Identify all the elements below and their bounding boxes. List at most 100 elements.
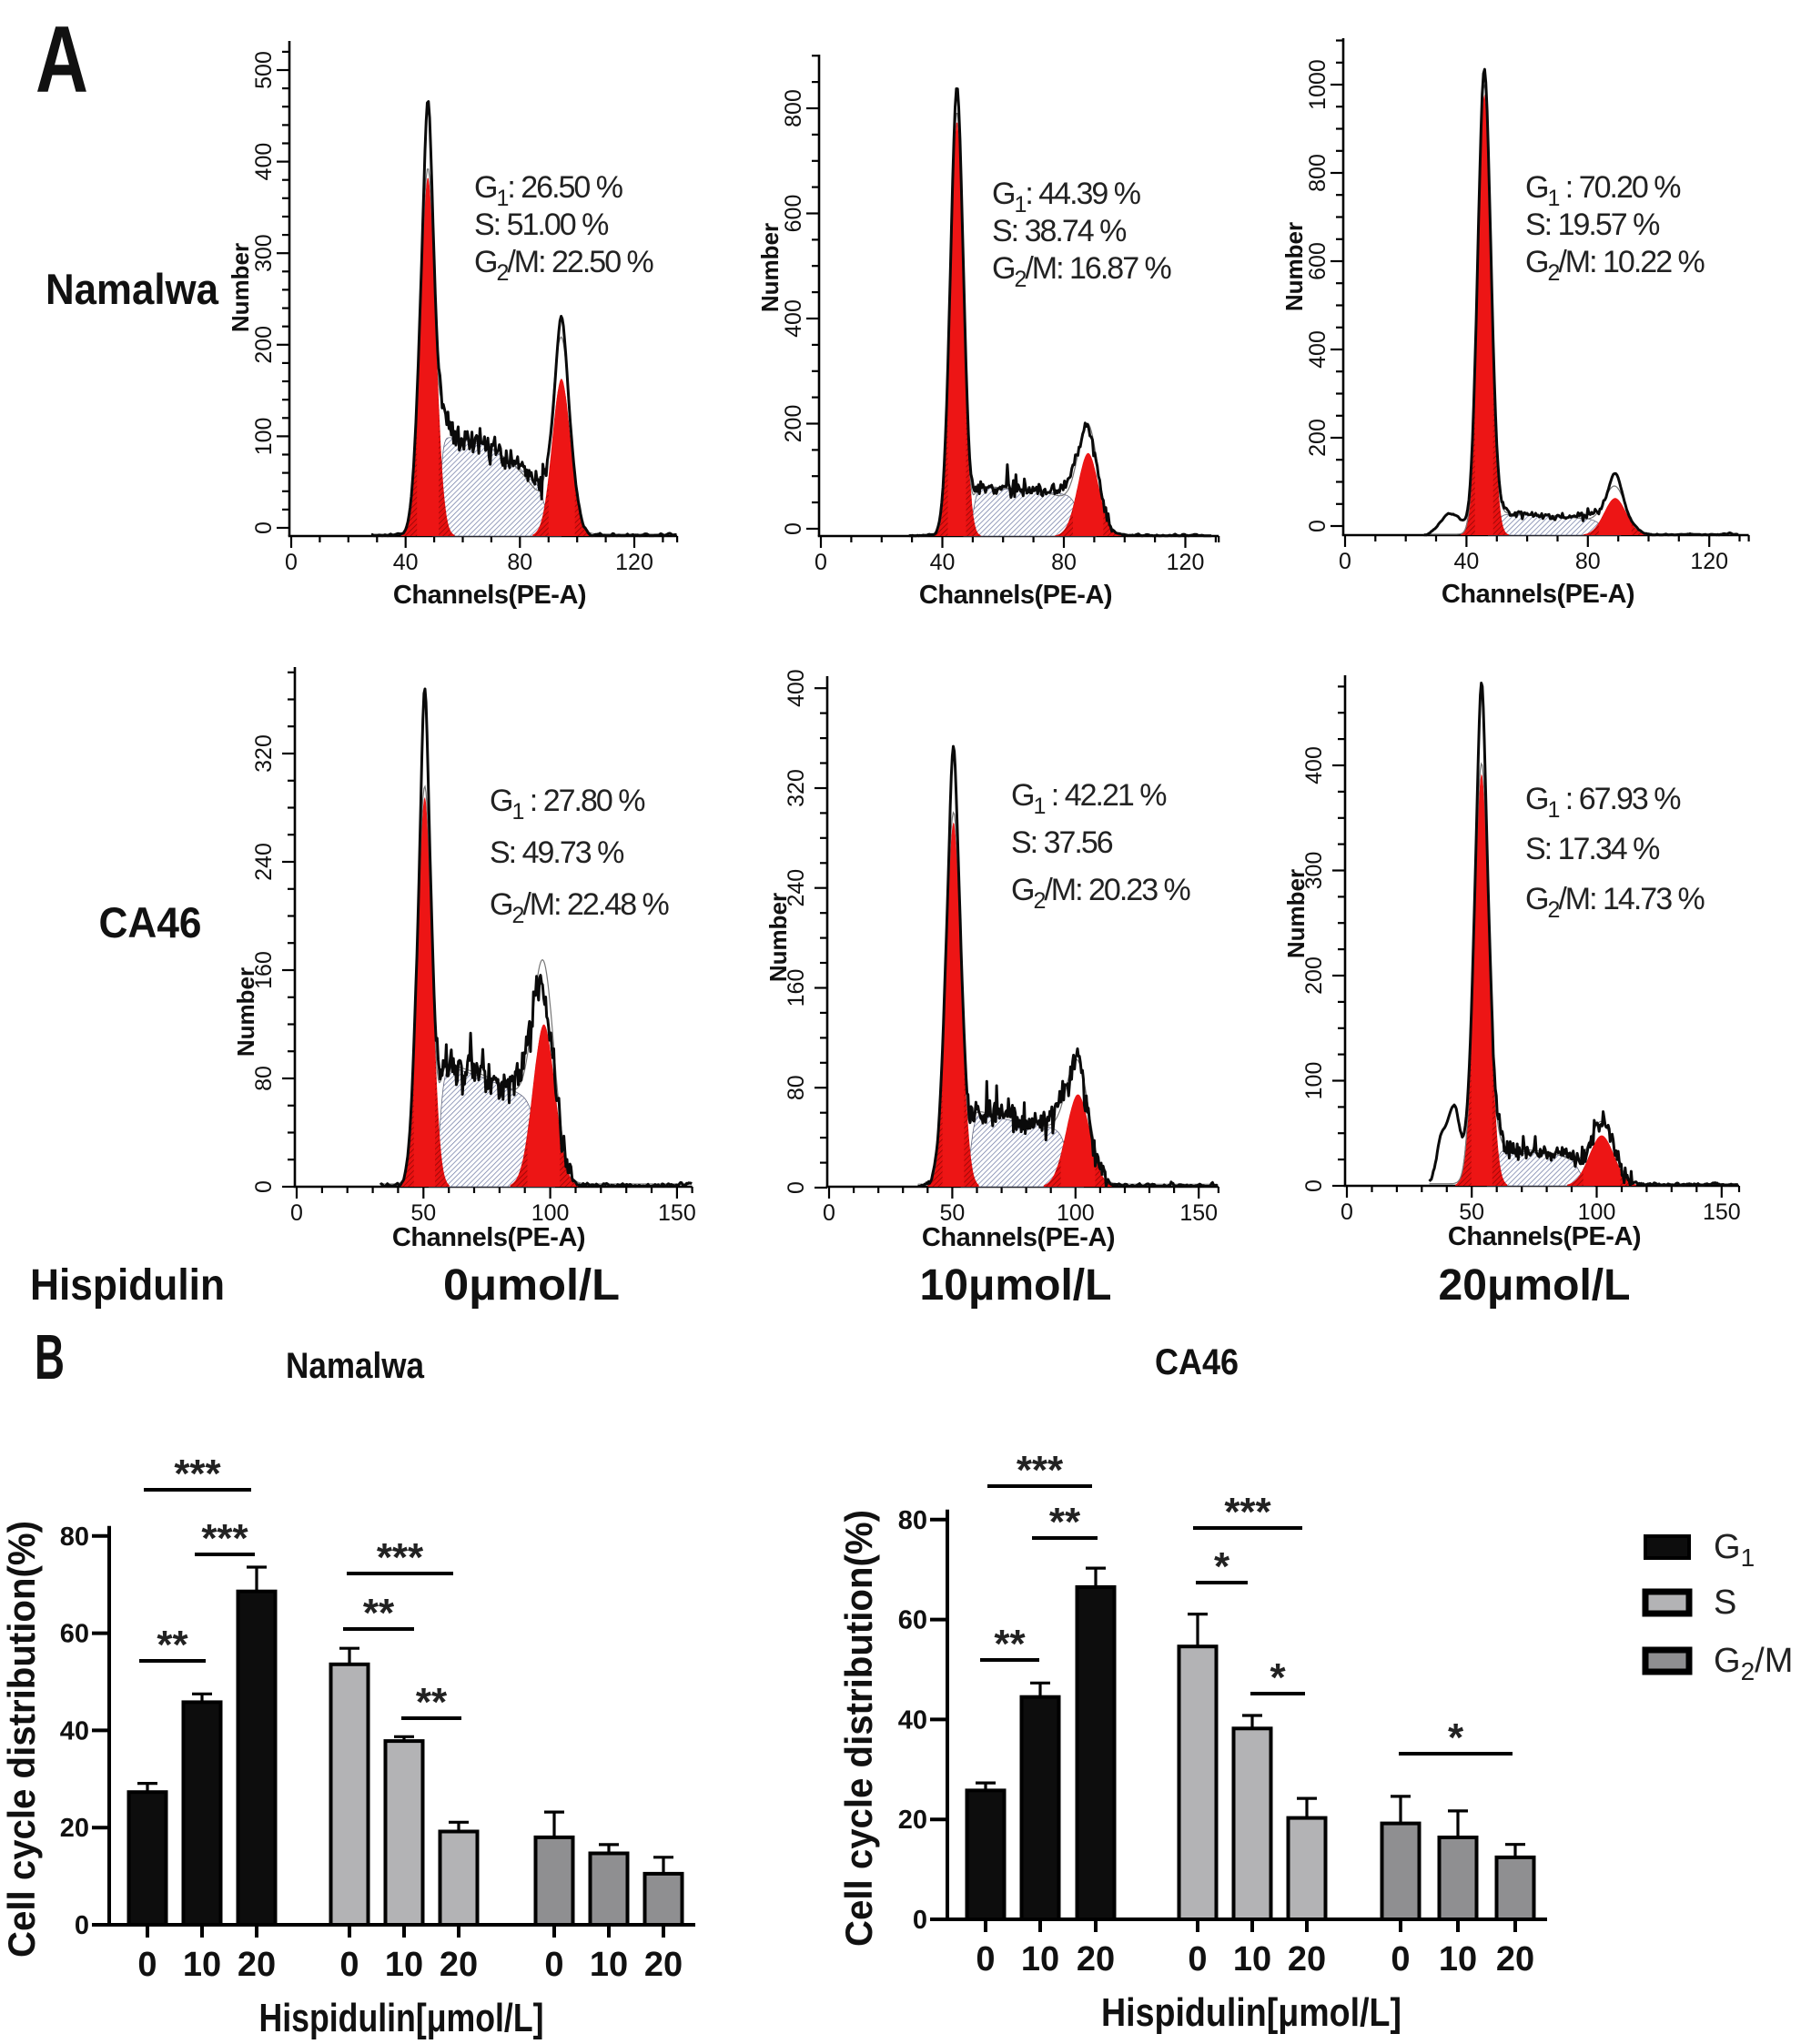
svg-text:800: 800: [1305, 154, 1331, 192]
svg-text:0: 0: [814, 550, 827, 575]
svg-text:200: 200: [781, 405, 806, 443]
svg-text:400: 400: [784, 669, 809, 707]
svg-text:S: 49.73 %: S: 49.73 %: [490, 835, 624, 870]
svg-text:Number: Number: [232, 967, 259, 1057]
svg-text:20: 20: [1077, 1940, 1115, 1978]
svg-text:400: 400: [1305, 330, 1331, 369]
svg-text:G2/M: 22.48 %: G2/M: 22.48 %: [490, 887, 670, 928]
svg-text:50: 50: [1459, 1199, 1484, 1225]
svg-text:200: 200: [251, 326, 277, 364]
svg-text:0μmol/L: 0μmol/L: [443, 1261, 620, 1310]
svg-text:0: 0: [290, 1200, 303, 1226]
svg-text:Hispidulin: Hispidulin: [30, 1261, 225, 1310]
svg-text:Cell cycle distribution(%): Cell cycle distribution(%): [0, 1521, 43, 1958]
svg-text:**: **: [416, 1680, 448, 1725]
svg-text:**: **: [994, 1622, 1026, 1666]
svg-text:Channels(PE-A): Channels(PE-A): [1448, 1222, 1641, 1251]
svg-text:*: *: [1448, 1715, 1464, 1760]
svg-text:10: 10: [385, 1946, 423, 1984]
svg-text:240: 240: [784, 869, 809, 907]
svg-text:Channels(PE-A): Channels(PE-A): [392, 1223, 585, 1252]
svg-text:G2/M: 20.23 %: G2/M: 20.23 %: [1011, 873, 1191, 914]
svg-text:*: *: [1214, 1544, 1230, 1589]
svg-text:120: 120: [1690, 549, 1728, 574]
svg-text:100: 100: [1578, 1199, 1616, 1225]
svg-text:Channels(PE-A): Channels(PE-A): [922, 1223, 1115, 1252]
svg-text:800: 800: [781, 89, 806, 127]
svg-text:***: ***: [377, 1535, 424, 1580]
svg-text:400: 400: [1301, 746, 1327, 784]
svg-text:20: 20: [1288, 1940, 1326, 1978]
svg-text:A: A: [35, 7, 88, 113]
svg-text:0: 0: [75, 1911, 89, 1940]
svg-text:10: 10: [1021, 1940, 1059, 1978]
svg-text:20: 20: [238, 1946, 276, 1984]
svg-text:50: 50: [939, 1200, 965, 1226]
svg-text:Channels(PE-A): Channels(PE-A): [919, 581, 1112, 610]
svg-text:100: 100: [531, 1200, 570, 1226]
svg-text:10: 10: [1233, 1940, 1271, 1978]
svg-text:**: **: [363, 1591, 395, 1635]
svg-text:0: 0: [913, 1906, 927, 1935]
svg-text:Cell cycle distribution(%): Cell cycle distribution(%): [837, 1510, 880, 1947]
svg-text:400: 400: [781, 299, 806, 338]
svg-text:0: 0: [339, 1946, 359, 1984]
svg-text:Channels(PE-A): Channels(PE-A): [393, 581, 586, 610]
svg-text:200: 200: [1305, 419, 1331, 457]
svg-text:20: 20: [898, 1806, 927, 1835]
svg-text:0: 0: [285, 550, 298, 575]
svg-text:***: ***: [1017, 1448, 1064, 1493]
svg-text:G2/M: 22.50 %: G2/M: 22.50 %: [474, 245, 654, 286]
svg-text:20: 20: [644, 1946, 683, 1984]
svg-text:Number: Number: [1280, 222, 1308, 311]
svg-text:240: 240: [251, 843, 277, 881]
svg-text:*: *: [1270, 1655, 1286, 1700]
svg-text:B: B: [35, 1321, 65, 1392]
svg-text:20: 20: [440, 1946, 478, 1984]
svg-text:Namalwa: Namalwa: [286, 1346, 425, 1386]
svg-text:**: **: [157, 1623, 188, 1667]
svg-text:150: 150: [1703, 1199, 1741, 1225]
svg-text:Channels(PE-A): Channels(PE-A): [1442, 580, 1634, 609]
svg-text:20: 20: [60, 1814, 89, 1843]
svg-text:S: 38.74 %: S: 38.74 %: [992, 214, 1127, 248]
svg-text:0: 0: [784, 1181, 809, 1194]
svg-text:0: 0: [137, 1946, 157, 1984]
svg-text:0: 0: [1339, 549, 1351, 574]
svg-text:0: 0: [1341, 1199, 1353, 1225]
svg-text:320: 320: [251, 734, 277, 773]
svg-text:80: 80: [784, 1075, 809, 1100]
svg-text:10: 10: [183, 1946, 221, 1984]
svg-text:S: 37.56: S: 37.56: [1011, 825, 1113, 860]
svg-text:S: 17.34 %: S: 17.34 %: [1525, 832, 1660, 866]
svg-text:200: 200: [1301, 956, 1327, 995]
svg-text:80: 80: [898, 1506, 927, 1535]
svg-text:CA46: CA46: [1155, 1342, 1239, 1382]
svg-text:150: 150: [658, 1200, 696, 1226]
svg-text:300: 300: [251, 234, 277, 272]
svg-text:***: ***: [201, 1516, 248, 1561]
svg-text:10: 10: [1439, 1940, 1477, 1978]
svg-text:320: 320: [784, 769, 809, 807]
svg-text:100: 100: [1301, 1062, 1327, 1100]
svg-text:80: 80: [507, 550, 532, 575]
svg-text:80: 80: [1575, 549, 1601, 574]
svg-text:20μmol/L: 20μmol/L: [1439, 1261, 1631, 1310]
svg-text:0: 0: [1301, 1179, 1327, 1192]
svg-text:0: 0: [251, 1180, 277, 1193]
svg-text:60: 60: [898, 1606, 927, 1635]
svg-text:50: 50: [410, 1200, 436, 1226]
svg-text:600: 600: [1305, 242, 1331, 280]
svg-text:G2/M: G2/M: [1714, 1642, 1793, 1685]
svg-text:0: 0: [1305, 520, 1331, 532]
svg-text:40: 40: [1453, 549, 1479, 574]
svg-text:**: **: [1049, 1500, 1081, 1544]
svg-text:10: 10: [590, 1946, 628, 1984]
svg-text:10μmol/L: 10μmol/L: [920, 1261, 1112, 1310]
svg-text:80: 80: [251, 1066, 277, 1091]
svg-text:0: 0: [544, 1946, 563, 1984]
svg-text:80: 80: [1051, 550, 1077, 575]
svg-text:Number: Number: [764, 893, 792, 982]
svg-text:G1: 26.50 %: G1: 26.50 %: [474, 170, 623, 211]
svg-text:80: 80: [60, 1523, 89, 1552]
